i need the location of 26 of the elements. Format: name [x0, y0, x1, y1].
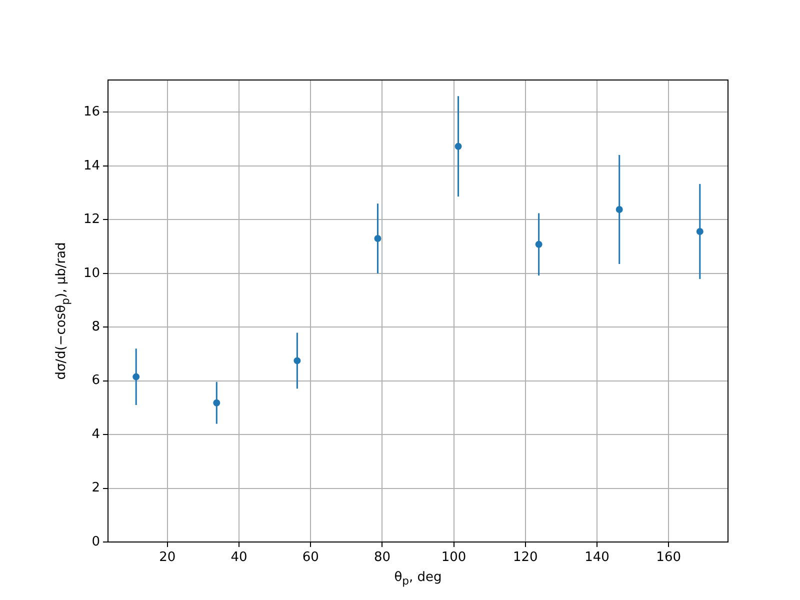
x-tick-label: 20 — [159, 550, 176, 566]
point — [213, 399, 220, 406]
y-tick-label: 4 — [92, 426, 100, 442]
x-tick-label: 40 — [230, 550, 248, 566]
x-tick-label: 140 — [584, 550, 610, 566]
x-tick-label: 100 — [441, 550, 466, 566]
x-tick-label: 120 — [512, 550, 538, 566]
y-tick-label: 10 — [83, 266, 100, 281]
point — [374, 234, 382, 242]
y-tick-label: 14 — [83, 158, 100, 174]
point — [696, 228, 704, 235]
y-tick-label: 0 — [92, 534, 100, 550]
point — [535, 240, 542, 248]
x-axis-title: θ$_{p}$, deg — [394, 570, 442, 588]
point — [616, 206, 623, 213]
y-tick-label: 6 — [92, 373, 100, 388]
point — [132, 373, 140, 380]
x-tick-label: 80 — [374, 550, 390, 566]
y-tick-label: 12 — [83, 212, 100, 228]
point — [294, 357, 301, 364]
y-tick-label: 8 — [92, 319, 100, 334]
x-tick-label: 160 — [656, 550, 681, 566]
x-tick-label: 60 — [302, 550, 319, 566]
y-tick-label: 2 — [92, 480, 100, 496]
point — [454, 142, 462, 150]
y-tick-label: 16 — [83, 104, 100, 120]
